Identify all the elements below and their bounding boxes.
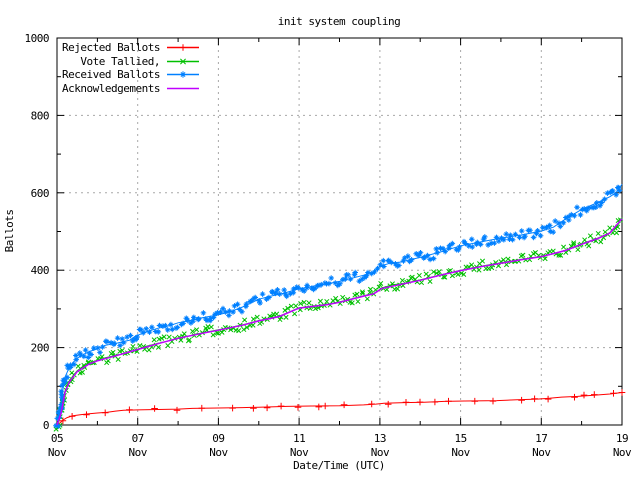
x-tick-label-month: Nov: [129, 446, 148, 459]
series-line: [56, 218, 623, 426]
series-markers: [59, 389, 626, 425]
x-tick-label-day: 15: [454, 432, 466, 445]
x-tick-label-day: 19: [616, 432, 628, 445]
y-tick-label: 400: [31, 264, 49, 277]
legend-label: Acknowledgements: [62, 81, 160, 95]
x-tick-label-month: Nov: [371, 446, 390, 459]
legend-label: Rejected Ballots: [62, 41, 160, 55]
y-tick-label: 600: [31, 187, 49, 200]
series-rejected-ballots: [56, 389, 626, 426]
legend-marker-asterisk: [179, 71, 187, 79]
legend-item-received-ballots: Received Ballots: [60, 68, 200, 82]
x-tick-label-month: Nov: [613, 446, 632, 459]
x-tick-label-day: 13: [374, 432, 386, 445]
axis-ticks: [56, 37, 623, 426]
x-tick-label-day: 17: [535, 432, 547, 445]
y-axis-title: Ballots: [3, 210, 16, 253]
legend-marker-cross: [180, 58, 186, 65]
series-received-ballots: [53, 184, 623, 429]
x-tick-label-day: 11: [293, 432, 305, 445]
x-tick-label-month: Nov: [290, 446, 309, 459]
legend-swatch-received: [167, 71, 199, 79]
legend-label: Vote Tallied,: [80, 54, 160, 68]
x-tick-label-day: 05: [51, 432, 63, 445]
x-tick-label-month: Nov: [451, 446, 470, 459]
series-line: [56, 392, 623, 426]
y-tick-labels: 0 200 400 600 800 1000: [25, 32, 50, 432]
legend-label: Received Ballots: [62, 68, 160, 82]
x-tick-label-month: Nov: [48, 446, 67, 459]
x-axis-title: Date/Time (UTC): [293, 459, 385, 472]
y-tick-label: 800: [31, 109, 49, 122]
x-tick-label-day: 07: [132, 432, 144, 445]
legend-item-rejected-ballots: Rejected Ballots: [60, 41, 200, 55]
y-tick-label: 200: [31, 342, 49, 355]
chart-title: init system coupling: [278, 15, 400, 28]
series-acknowledgements: [56, 218, 623, 426]
legend-swatch-tallied: [167, 58, 199, 65]
x-tick-label-month: Nov: [209, 446, 228, 459]
x-tick-label-day: 09: [212, 432, 224, 445]
series-markers: [53, 184, 623, 429]
data-series: [53, 184, 626, 432]
legend: Rejected Ballots Vote Tallied, Received …: [60, 41, 200, 95]
series-line: [56, 217, 623, 426]
legend-item-acknowledgements: Acknowledgements: [60, 82, 200, 96]
y-tick-label: 1000: [25, 32, 50, 45]
legend-swatch-acknowledgements: [167, 87, 199, 89]
x-tick-label-month: Nov: [532, 446, 551, 459]
legend-swatch-rejected: [167, 44, 199, 52]
legend-item-vote-tallied: Vote Tallied,: [60, 55, 200, 69]
y-tick-label: 0: [43, 419, 49, 432]
legend-marker-plus: [179, 44, 187, 52]
series-markers: [53, 217, 623, 432]
